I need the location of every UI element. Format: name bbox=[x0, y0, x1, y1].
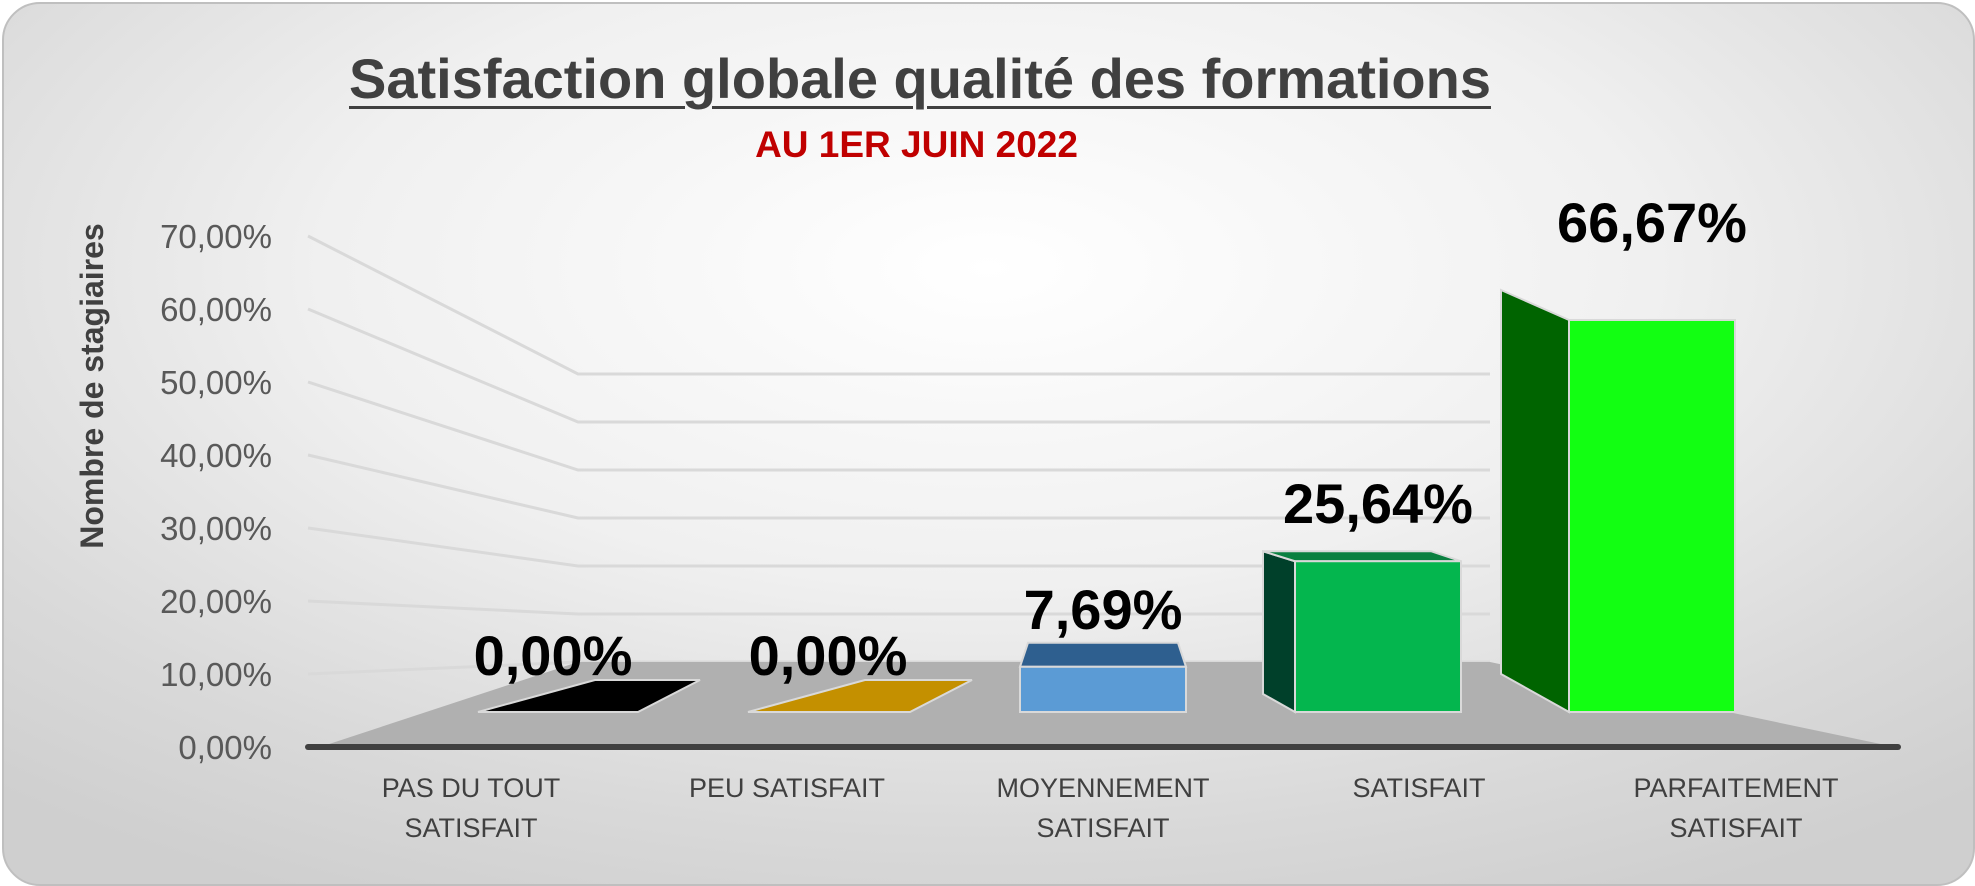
bar bbox=[747, 679, 973, 713]
gridline bbox=[307, 380, 1490, 472]
chart-subtitle: AU 1ER JUIN 2022 bbox=[755, 124, 1078, 165]
category-label: MOYENNEMENT bbox=[996, 773, 1209, 803]
bar bbox=[1018, 641, 1188, 713]
gridline bbox=[307, 307, 1490, 424]
data-label: 7,69% bbox=[1024, 578, 1183, 641]
data-label: 0,00% bbox=[749, 624, 908, 687]
bar-front bbox=[1019, 665, 1187, 713]
category-label: PEU SATISFAIT bbox=[689, 773, 885, 803]
chart-title: Satisfaction globale qualité des formati… bbox=[349, 47, 1491, 110]
bar-top bbox=[1018, 641, 1188, 668]
data-label: 66,67% bbox=[1557, 191, 1747, 254]
data-labels: 0,00% 0,00% 7,69% 25,64% 66,67% bbox=[474, 191, 1747, 687]
bar-slab bbox=[477, 679, 701, 713]
gridline bbox=[307, 234, 1490, 376]
y-tick-label: 10,00% bbox=[160, 656, 272, 693]
bar-front bbox=[1294, 560, 1462, 714]
y-tick-label: 70,00% bbox=[160, 218, 272, 255]
y-tick-label: 50,00% bbox=[160, 364, 272, 401]
category-label: SATISFAIT bbox=[1352, 773, 1485, 803]
bar bbox=[1500, 288, 1736, 714]
gridline bbox=[307, 453, 1490, 520]
x-axis-categories: PAS DU TOUT SATISFAIT PEU SATISFAIT MOYENNE… bbox=[382, 773, 1839, 843]
bar-side bbox=[1262, 549, 1296, 714]
y-axis-ticks: 0,00% 10,00% 20,00% 30,00% 40,00% 50,00% 60,00… bbox=[160, 218, 272, 766]
category-label: PAS DU TOUT bbox=[382, 773, 561, 803]
category-label: SATISFAIT bbox=[1669, 813, 1802, 843]
bar bbox=[1262, 549, 1462, 714]
bar-top bbox=[1262, 550, 1462, 563]
bar-side bbox=[1500, 288, 1570, 714]
data-label: 0,00% bbox=[474, 624, 633, 687]
bar bbox=[477, 679, 701, 713]
bars bbox=[477, 288, 1736, 714]
gridline bbox=[307, 599, 1490, 616]
y-tick-label: 0,00% bbox=[178, 729, 272, 766]
y-tick-label: 60,00% bbox=[160, 291, 272, 328]
category-label: PARFAITEMENT bbox=[1633, 773, 1838, 803]
data-label: 25,64% bbox=[1283, 472, 1473, 535]
y-axis-label: Nombre de stagiaires bbox=[74, 223, 110, 548]
category-label: SATISFAIT bbox=[1036, 813, 1169, 843]
bar-front bbox=[1568, 318, 1736, 713]
y-tick-label: 30,00% bbox=[160, 510, 272, 547]
gridline bbox=[307, 526, 1490, 568]
y-tick-label: 40,00% bbox=[160, 437, 272, 474]
category-label: SATISFAIT bbox=[404, 813, 537, 843]
bar-slab bbox=[747, 679, 973, 713]
y-tick-label: 20,00% bbox=[160, 583, 272, 620]
